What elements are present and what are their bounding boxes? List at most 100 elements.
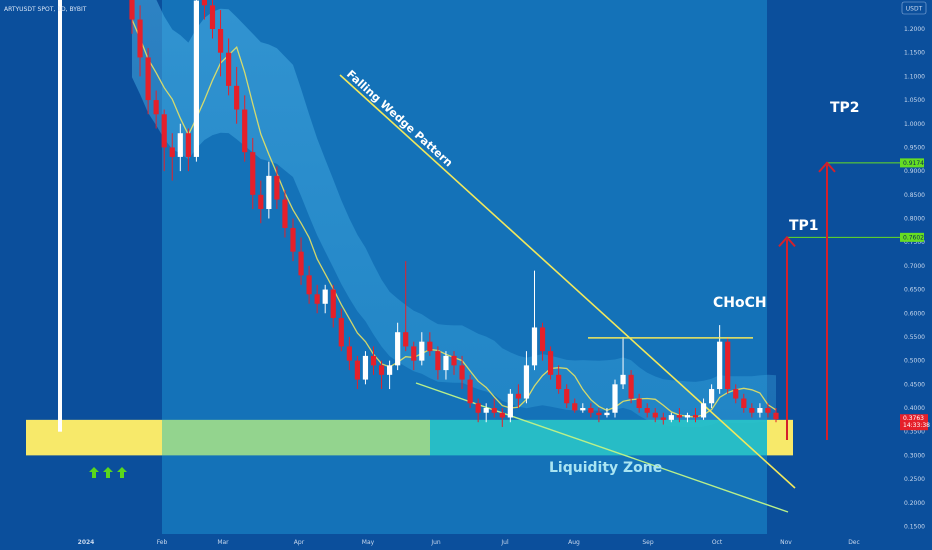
candle bbox=[362, 351, 369, 385]
candle-body bbox=[322, 289, 328, 304]
candle-body bbox=[250, 152, 256, 195]
candle-body bbox=[427, 341, 433, 352]
candle-body bbox=[338, 317, 344, 347]
candle-body bbox=[395, 332, 401, 366]
candle-body bbox=[507, 393, 513, 418]
candle-body bbox=[515, 393, 521, 399]
candle-body bbox=[531, 327, 538, 366]
candle-body bbox=[209, 5, 216, 29]
candle-body bbox=[258, 194, 264, 210]
liquidity-zone-teal bbox=[430, 419, 767, 456]
candle bbox=[411, 341, 417, 371]
price-tick-label: 0.7000 bbox=[904, 263, 925, 270]
candle bbox=[354, 355, 360, 390]
candle bbox=[177, 123, 183, 172]
svg-text:14:33:38: 14:33:38 bbox=[903, 422, 930, 429]
candle bbox=[435, 346, 441, 380]
candle-body bbox=[652, 412, 658, 418]
candle-body bbox=[330, 289, 336, 318]
candle bbox=[684, 412, 691, 423]
currency-label: USDT bbox=[906, 6, 923, 13]
candle-body bbox=[749, 408, 755, 413]
candle bbox=[306, 265, 312, 304]
candle-body bbox=[217, 29, 224, 53]
green-up-arrow-icon bbox=[89, 467, 99, 478]
candle-body bbox=[709, 389, 715, 404]
candle bbox=[564, 384, 570, 408]
bullish-arrows bbox=[89, 467, 127, 478]
candle-body bbox=[242, 109, 248, 153]
price-tick-label: 0.6500 bbox=[904, 287, 925, 294]
candle-body bbox=[137, 19, 143, 58]
candle-body bbox=[161, 114, 167, 148]
time-tick-label: Feb bbox=[157, 539, 168, 546]
candle-body bbox=[306, 275, 312, 295]
price-tick-label: 0.9500 bbox=[904, 144, 925, 151]
candle-body bbox=[201, 0, 208, 6]
candle-body bbox=[145, 57, 151, 101]
price-tick-label: 0.4000 bbox=[904, 405, 925, 412]
tp2-price-tag: 0.9174 bbox=[900, 158, 924, 168]
time-axis: 2024 Feb Mar Apr May Jun Jul Aug Sep Oct Nov Dec bbox=[78, 539, 860, 546]
candle-body bbox=[451, 355, 457, 366]
candle bbox=[338, 308, 344, 352]
candle-body bbox=[129, 0, 135, 20]
candle-body bbox=[620, 374, 626, 385]
candle-body bbox=[185, 133, 191, 157]
candle bbox=[644, 403, 650, 418]
candle-body bbox=[660, 417, 666, 420]
candle-body bbox=[556, 374, 562, 390]
candle bbox=[548, 346, 554, 380]
candle bbox=[757, 403, 763, 418]
candle bbox=[668, 412, 674, 423]
candle bbox=[451, 351, 457, 375]
time-tick-label: Oct bbox=[712, 539, 723, 546]
candle bbox=[427, 332, 433, 356]
price-tick-label: 0.3000 bbox=[904, 452, 925, 459]
moving-average-band bbox=[132, 0, 776, 428]
candle bbox=[741, 393, 747, 413]
candle bbox=[161, 109, 167, 172]
candle bbox=[169, 133, 175, 181]
candle bbox=[242, 95, 248, 162]
candle-body bbox=[676, 415, 682, 418]
candle bbox=[572, 398, 578, 413]
candle bbox=[636, 393, 642, 413]
candle bbox=[733, 384, 739, 404]
candle bbox=[185, 128, 191, 172]
liquidity-zone-label: Liquidity Zone bbox=[549, 460, 662, 476]
price-tick-label: 0.8500 bbox=[904, 192, 925, 199]
time-tick-label: Apr bbox=[294, 539, 305, 546]
candle bbox=[628, 370, 634, 404]
candle bbox=[395, 322, 401, 371]
price-tick-label: 1.0000 bbox=[904, 121, 925, 128]
candle-body bbox=[572, 403, 578, 411]
candle-body bbox=[539, 327, 546, 352]
candle bbox=[596, 408, 602, 423]
currency-button[interactable] bbox=[901, 1, 927, 15]
candle-body bbox=[177, 133, 183, 157]
candle bbox=[652, 408, 658, 423]
candle bbox=[660, 412, 666, 425]
time-tick-label: 2024 bbox=[78, 539, 95, 546]
choch-label: CHoCH bbox=[713, 295, 767, 311]
candle bbox=[346, 336, 352, 371]
price-tick-label: 1.2000 bbox=[904, 26, 925, 33]
svg-text:0.7602: 0.7602 bbox=[903, 234, 924, 241]
first-candle-wick bbox=[58, 0, 62, 432]
svg-text:0.3763: 0.3763 bbox=[903, 415, 924, 422]
candle-body bbox=[636, 398, 642, 408]
candle-body bbox=[717, 341, 723, 390]
candle bbox=[145, 47, 151, 115]
candle-body bbox=[523, 365, 530, 399]
price-tick-label: 0.1500 bbox=[904, 523, 925, 530]
price-tick-label: 1.0500 bbox=[904, 97, 925, 104]
tp1-arrow bbox=[778, 235, 796, 440]
candle-body bbox=[153, 100, 159, 115]
candle bbox=[330, 284, 336, 328]
candle bbox=[193, 0, 199, 162]
candle-body bbox=[700, 403, 707, 418]
candle-body bbox=[580, 408, 586, 411]
candle bbox=[387, 360, 393, 390]
